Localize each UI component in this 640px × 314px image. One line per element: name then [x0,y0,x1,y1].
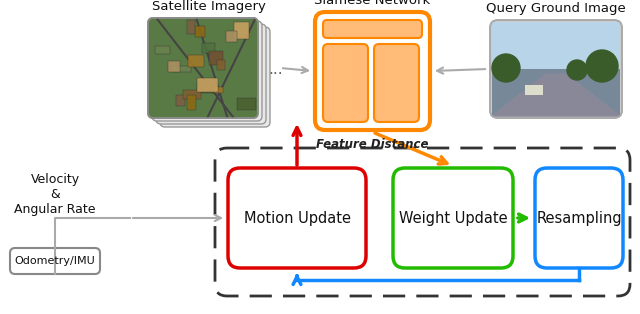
FancyBboxPatch shape [535,168,623,268]
Text: Query Ground Image: Query Ground Image [486,2,626,15]
Text: Satellite Imagery: Satellite Imagery [152,0,266,13]
Text: Feature Distance: Feature Distance [316,138,429,151]
FancyBboxPatch shape [393,168,513,268]
Bar [168,61,180,72]
Polygon shape [492,74,620,116]
Text: Motion Update: Motion Update [243,210,351,225]
Bar [183,89,201,99]
FancyBboxPatch shape [315,12,430,130]
FancyBboxPatch shape [160,27,270,127]
Bar [525,85,543,95]
Bar [226,31,237,42]
FancyBboxPatch shape [10,248,100,274]
Bar [188,55,204,67]
Circle shape [586,50,618,82]
FancyBboxPatch shape [374,44,419,122]
FancyBboxPatch shape [490,20,622,118]
Bar [492,69,620,116]
FancyBboxPatch shape [228,168,366,268]
Bar [197,78,218,92]
Bar [195,26,205,37]
Circle shape [567,60,587,80]
Text: ...: ... [268,62,283,78]
Bar [209,51,223,65]
Bar [202,43,215,52]
Bar [171,66,191,72]
Bar [492,22,620,69]
Bar [155,46,170,54]
Text: Siamese Network: Siamese Network [314,0,431,7]
FancyBboxPatch shape [156,24,266,124]
Text: Odometry/IMU: Odometry/IMU [15,256,95,266]
Bar [197,82,214,93]
FancyBboxPatch shape [323,44,368,122]
FancyBboxPatch shape [148,18,258,118]
Text: Resampling: Resampling [536,210,622,225]
Bar [176,95,186,106]
Bar [217,60,225,70]
Bar [234,22,250,40]
Text: Weight Update: Weight Update [399,210,508,225]
Bar [211,87,223,93]
Bar [237,99,257,110]
Bar [187,95,196,110]
FancyBboxPatch shape [323,20,422,38]
Bar [188,20,195,34]
Text: Velocity
&
Angular Rate: Velocity & Angular Rate [14,174,96,216]
Circle shape [492,54,520,82]
FancyBboxPatch shape [152,21,262,121]
